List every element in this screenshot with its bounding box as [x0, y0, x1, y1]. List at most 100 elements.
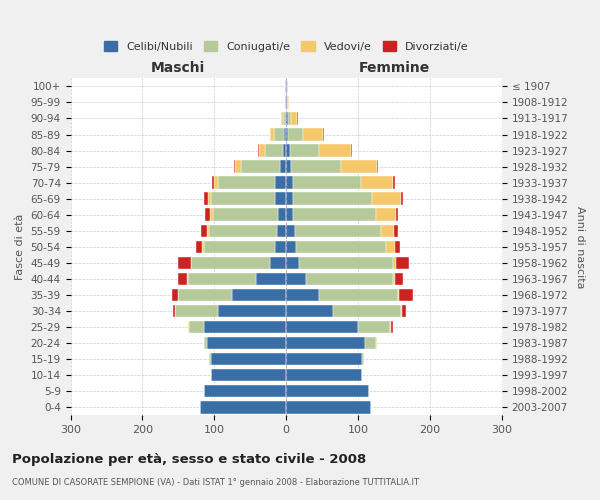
Bar	[205, 208, 210, 221]
Bar	[189, 321, 203, 334]
Bar	[286, 321, 358, 334]
Y-axis label: Anni di nascita: Anni di nascita	[575, 206, 585, 288]
Bar	[287, 112, 291, 124]
Bar	[203, 240, 275, 253]
Bar	[208, 192, 211, 205]
Bar	[295, 224, 381, 237]
Bar	[286, 160, 290, 173]
Bar	[289, 128, 303, 141]
Bar	[178, 256, 191, 269]
Bar	[203, 385, 286, 398]
Bar	[394, 176, 395, 189]
Bar	[212, 176, 214, 189]
Bar	[209, 353, 211, 366]
Bar	[207, 337, 286, 349]
Bar	[307, 272, 392, 285]
Bar	[281, 112, 283, 124]
Bar	[290, 144, 319, 157]
Bar	[391, 321, 392, 334]
Bar	[341, 160, 377, 173]
Bar	[284, 128, 286, 141]
Bar	[274, 128, 284, 141]
Bar	[211, 192, 275, 205]
Bar	[175, 304, 218, 317]
Bar	[376, 337, 377, 349]
Bar	[202, 224, 207, 237]
Bar	[358, 321, 391, 334]
Bar	[173, 304, 175, 317]
Bar	[277, 224, 286, 237]
Bar	[319, 144, 351, 157]
Bar	[203, 321, 286, 334]
Bar	[188, 321, 189, 334]
Bar	[187, 272, 188, 285]
Bar	[303, 128, 323, 141]
Bar	[293, 192, 373, 205]
Bar	[204, 192, 208, 205]
Bar	[232, 288, 286, 301]
Bar	[286, 353, 362, 366]
Bar	[377, 160, 378, 173]
Bar	[210, 208, 213, 221]
Bar	[280, 160, 286, 173]
Bar	[286, 192, 293, 205]
Bar	[278, 208, 286, 221]
Bar	[392, 256, 396, 269]
Bar	[376, 208, 396, 221]
Bar	[290, 160, 341, 173]
Bar	[275, 240, 286, 253]
Bar	[293, 208, 376, 221]
Bar	[362, 353, 364, 366]
Bar	[381, 224, 394, 237]
Bar	[394, 224, 398, 237]
Bar	[398, 288, 399, 301]
Bar	[286, 288, 319, 301]
Bar	[285, 112, 286, 124]
Bar	[178, 288, 232, 301]
Bar	[196, 240, 202, 253]
Bar	[373, 192, 401, 205]
Bar	[286, 337, 365, 349]
Bar	[172, 288, 178, 301]
Bar	[286, 272, 307, 285]
Bar	[271, 256, 286, 269]
Bar	[286, 112, 287, 124]
Bar	[178, 272, 187, 285]
Legend: Celibi/Nubili, Coniugati/e, Vedovi/e, Divorziati/e: Celibi/Nubili, Coniugati/e, Vedovi/e, Di…	[100, 36, 473, 56]
Bar	[286, 128, 289, 141]
Bar	[207, 224, 209, 237]
Text: Maschi: Maschi	[151, 61, 205, 75]
Bar	[285, 96, 286, 108]
Bar	[286, 224, 295, 237]
Bar	[401, 304, 402, 317]
Bar	[286, 240, 296, 253]
Bar	[399, 288, 413, 301]
Bar	[188, 272, 256, 285]
Bar	[386, 240, 395, 253]
Bar	[396, 256, 409, 269]
Bar	[214, 176, 218, 189]
Bar	[395, 272, 403, 285]
Bar	[396, 208, 398, 221]
Bar	[401, 192, 403, 205]
Y-axis label: Fasce di età: Fasce di età	[15, 214, 25, 280]
Bar	[395, 240, 400, 253]
Bar	[200, 401, 286, 413]
Bar	[235, 160, 241, 173]
Bar	[286, 385, 369, 398]
Bar	[283, 144, 286, 157]
Bar	[293, 176, 361, 189]
Bar	[191, 256, 271, 269]
Bar	[283, 112, 285, 124]
Bar	[218, 176, 275, 189]
Bar	[286, 208, 293, 221]
Text: Femmine: Femmine	[358, 61, 430, 75]
Bar	[275, 192, 286, 205]
Bar	[286, 256, 299, 269]
Bar	[351, 144, 352, 157]
Bar	[286, 176, 293, 189]
Bar	[319, 288, 398, 301]
Bar	[333, 304, 401, 317]
Bar	[392, 272, 395, 285]
Bar	[286, 80, 287, 92]
